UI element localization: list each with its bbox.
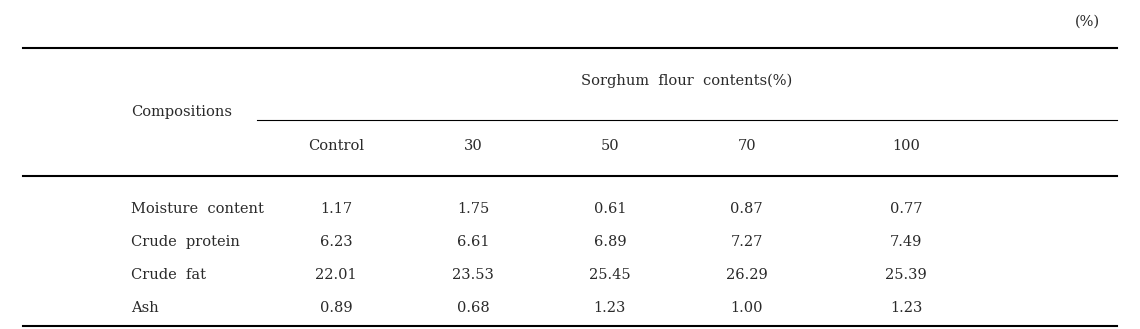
Text: 0.77: 0.77 [890, 202, 922, 216]
Text: 1.75: 1.75 [457, 202, 489, 216]
Text: 1.17: 1.17 [320, 202, 352, 216]
Text: 0.89: 0.89 [320, 301, 352, 315]
Text: 70: 70 [738, 139, 756, 153]
Text: 7.49: 7.49 [890, 235, 922, 249]
Text: 0.68: 0.68 [457, 301, 489, 315]
Text: 100: 100 [893, 139, 920, 153]
Text: 26.29: 26.29 [726, 268, 767, 282]
Text: Moisture  content: Moisture content [131, 202, 264, 216]
Text: 0.87: 0.87 [731, 202, 763, 216]
Text: Control: Control [308, 139, 365, 153]
Text: 1.00: 1.00 [731, 301, 763, 315]
Text: Crude  fat: Crude fat [131, 268, 206, 282]
Text: 25.39: 25.39 [886, 268, 927, 282]
Text: 6.89: 6.89 [594, 235, 626, 249]
Text: 25.45: 25.45 [589, 268, 630, 282]
Text: 1.23: 1.23 [594, 301, 626, 315]
Text: 22.01: 22.01 [316, 268, 357, 282]
Text: 30: 30 [464, 139, 482, 153]
Text: 50: 50 [601, 139, 619, 153]
Text: Ash: Ash [131, 301, 158, 315]
Text: Crude  protein: Crude protein [131, 235, 241, 249]
Text: 6.61: 6.61 [457, 235, 489, 249]
Text: 7.27: 7.27 [731, 235, 763, 249]
Text: 23.53: 23.53 [453, 268, 494, 282]
Text: 6.23: 6.23 [320, 235, 352, 249]
Text: 0.61: 0.61 [594, 202, 626, 216]
Text: 1.23: 1.23 [890, 301, 922, 315]
Text: (%): (%) [1075, 15, 1100, 29]
Text: Sorghum  flour  contents(%): Sorghum flour contents(%) [581, 73, 792, 88]
Text: Compositions: Compositions [131, 105, 233, 119]
